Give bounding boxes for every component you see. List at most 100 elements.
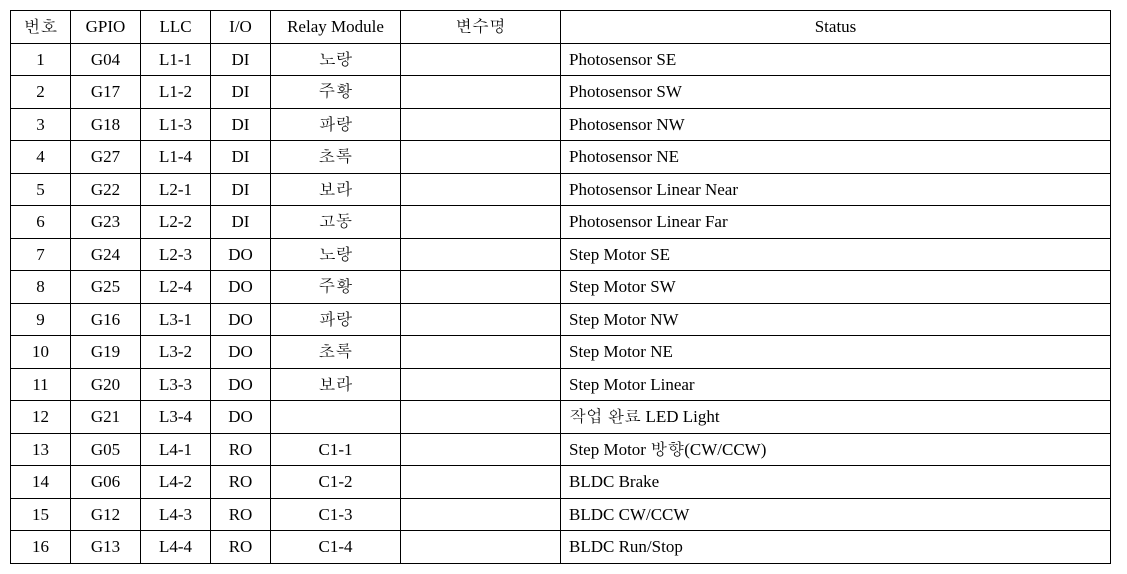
table-cell: G06 <box>71 466 141 499</box>
table-cell: L2-2 <box>141 206 211 239</box>
table-cell: Photosensor Linear Near <box>561 173 1111 206</box>
table-cell: C1-4 <box>271 531 401 564</box>
table-row: 8G25L2-4DO주황Step Motor SW <box>11 271 1111 304</box>
table-cell: 초록 <box>271 336 401 369</box>
table-cell: Photosensor Linear Far <box>561 206 1111 239</box>
table-cell: G23 <box>71 206 141 239</box>
table-row: 2G17L1-2DI주황Photosensor SW <box>11 76 1111 109</box>
table-cell: C1-2 <box>271 466 401 499</box>
table-cell: 10 <box>11 336 71 369</box>
table-row: 11G20L3-3DO보라Step Motor Linear <box>11 368 1111 401</box>
table-header-row: 번호 GPIO LLC I/O Relay Module 변수명 Status <box>11 11 1111 44</box>
table-cell: 작업 완료 LED Light <box>561 401 1111 434</box>
table-row: 3G18L1-3DI파랑Photosensor NW <box>11 108 1111 141</box>
table-cell: L3-2 <box>141 336 211 369</box>
table-cell: L4-3 <box>141 498 211 531</box>
table-cell <box>401 76 561 109</box>
table-cell: Step Motor NE <box>561 336 1111 369</box>
table-cell: 4 <box>11 141 71 174</box>
table-cell: RO <box>211 531 271 564</box>
table-cell: 7 <box>11 238 71 271</box>
table-cell: Step Motor NW <box>561 303 1111 336</box>
table-cell: G13 <box>71 531 141 564</box>
table-cell: DI <box>211 141 271 174</box>
table-cell: L3-3 <box>141 368 211 401</box>
table-cell: RO <box>211 466 271 499</box>
table-row: 15G12L4-3ROC1-3BLDC CW/CCW <box>11 498 1111 531</box>
table-cell: Step Motor SE <box>561 238 1111 271</box>
table-row: 16G13L4-4ROC1-4 BLDC Run/Stop <box>11 531 1111 564</box>
table-row: 7G24L2-3DO노랑Step Motor SE <box>11 238 1111 271</box>
table-cell: BLDC Brake <box>561 466 1111 499</box>
table-cell: DO <box>211 303 271 336</box>
table-row: 9G16L3-1DO파랑 Step Motor NW <box>11 303 1111 336</box>
table-cell: BLDC Run/Stop <box>561 531 1111 564</box>
table-cell: 5 <box>11 173 71 206</box>
table-cell <box>401 43 561 76</box>
table-cell: 노랑 <box>271 43 401 76</box>
col-header: GPIO <box>71 11 141 44</box>
table-row: 14G06L4-2ROC1-2BLDC Brake <box>11 466 1111 499</box>
table-row: 10G19L3-2DO초록Step Motor NE <box>11 336 1111 369</box>
table-cell: L4-4 <box>141 531 211 564</box>
table-cell: L3-1 <box>141 303 211 336</box>
table-cell: Step Motor 방향(CW/CCW) <box>561 433 1111 466</box>
table-cell <box>401 401 561 434</box>
table-cell: DO <box>211 401 271 434</box>
table-cell <box>401 498 561 531</box>
table-row: 6G23L2-2DI고동Photosensor Linear Far <box>11 206 1111 239</box>
table-cell <box>401 368 561 401</box>
table-cell <box>401 271 561 304</box>
table-cell: RO <box>211 498 271 531</box>
table-cell: 파랑 <box>271 303 401 336</box>
table-cell: 2 <box>11 76 71 109</box>
col-header: I/O <box>211 11 271 44</box>
table-row: 12G21L3-4DO 작업 완료 LED Light <box>11 401 1111 434</box>
table-cell: DO <box>211 238 271 271</box>
table-cell: L4-2 <box>141 466 211 499</box>
table-cell <box>401 108 561 141</box>
table-cell: G24 <box>71 238 141 271</box>
table-cell: 9 <box>11 303 71 336</box>
col-header: LLC <box>141 11 211 44</box>
table-row: 5G22L2-1DI보라 Photosensor Linear Near <box>11 173 1111 206</box>
table-cell: L4-1 <box>141 433 211 466</box>
table-cell: G20 <box>71 368 141 401</box>
table-cell <box>401 466 561 499</box>
table-cell: L3-4 <box>141 401 211 434</box>
table-cell: G27 <box>71 141 141 174</box>
col-header: 번호 <box>11 11 71 44</box>
table-cell: L1-3 <box>141 108 211 141</box>
table-row: 4G27L1-4DI초록Photosensor NE <box>11 141 1111 174</box>
table-cell <box>271 401 401 434</box>
table-cell: 보라 <box>271 173 401 206</box>
col-header: Status <box>561 11 1111 44</box>
col-header: 변수명 <box>401 11 561 44</box>
table-cell: 12 <box>11 401 71 434</box>
table-cell: DI <box>211 173 271 206</box>
table-cell: G21 <box>71 401 141 434</box>
table-cell: DO <box>211 336 271 369</box>
table-cell: 16 <box>11 531 71 564</box>
table-cell: Photosensor NE <box>561 141 1111 174</box>
table-cell: 고동 <box>271 206 401 239</box>
table-cell: DI <box>211 108 271 141</box>
table-cell: DI <box>211 206 271 239</box>
table-cell: G22 <box>71 173 141 206</box>
table-cell: Photosensor SE <box>561 43 1111 76</box>
table-cell: L2-3 <box>141 238 211 271</box>
table-cell: G17 <box>71 76 141 109</box>
table-cell: 13 <box>11 433 71 466</box>
table-cell <box>401 303 561 336</box>
table-cell: G16 <box>71 303 141 336</box>
table-cell: C1-3 <box>271 498 401 531</box>
table-cell: 파랑 <box>271 108 401 141</box>
table-row: 13G05L4-1ROC1-1Step Motor 방향(CW/CCW) <box>11 433 1111 466</box>
table-cell: L2-1 <box>141 173 211 206</box>
table-cell: G12 <box>71 498 141 531</box>
table-cell: 15 <box>11 498 71 531</box>
table-cell: L1-4 <box>141 141 211 174</box>
table-cell: 8 <box>11 271 71 304</box>
table-cell: DI <box>211 43 271 76</box>
table-cell <box>401 141 561 174</box>
